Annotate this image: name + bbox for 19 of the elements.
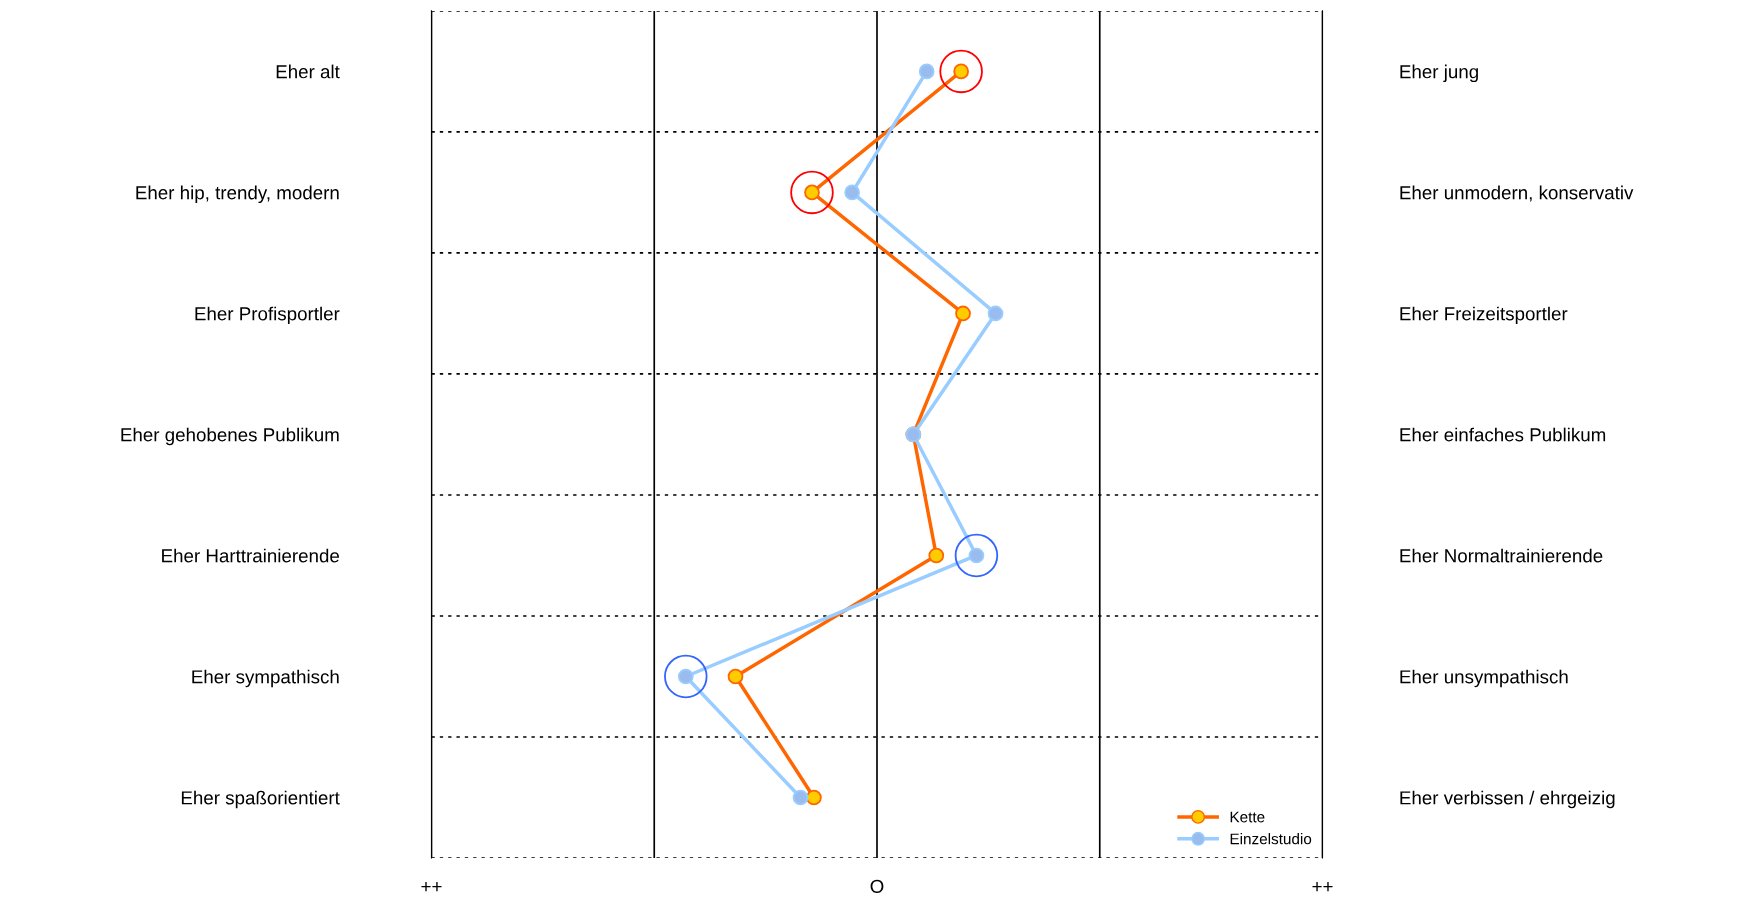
y-tick-label: Eher gehobenes Publikum — [121, 427, 339, 446]
y-tick-label: Eher hip, trendy, modern — [136, 185, 339, 204]
y2-tick-label: Eher Normaltrainierende — [1400, 548, 1603, 563]
y-tick-label: Eher Harttrainierende — [162, 548, 339, 563]
y2-tick-label: Eher jung — [1400, 64, 1478, 83]
text: ++ — [421, 881, 442, 892]
y2-tick-label: Eher verbissen / ehrgeizig — [1400, 790, 1615, 809]
y-tick-label: Eher spaßorientiert — [181, 790, 340, 809]
text: O — [870, 879, 884, 893]
y2-tick-label: Eher einfaches Publikum — [1400, 427, 1606, 442]
y-tick-label: Eher Profisportler — [195, 306, 340, 325]
y2-tick-label: Eher Freizeitsportler — [1400, 306, 1568, 325]
y2-tick-label: Eher unmodern, konservativ — [1400, 185, 1634, 202]
text: ++ — [1312, 881, 1333, 892]
legend-label: Kette — [1230, 811, 1265, 823]
y-tick-label: Eher alt — [276, 64, 340, 79]
legend-label: Einzelstudio — [1230, 833, 1312, 845]
y2-tick-label: Eher unsympathisch — [1400, 669, 1568, 688]
y-tick-label: Eher sympathisch — [192, 669, 339, 688]
